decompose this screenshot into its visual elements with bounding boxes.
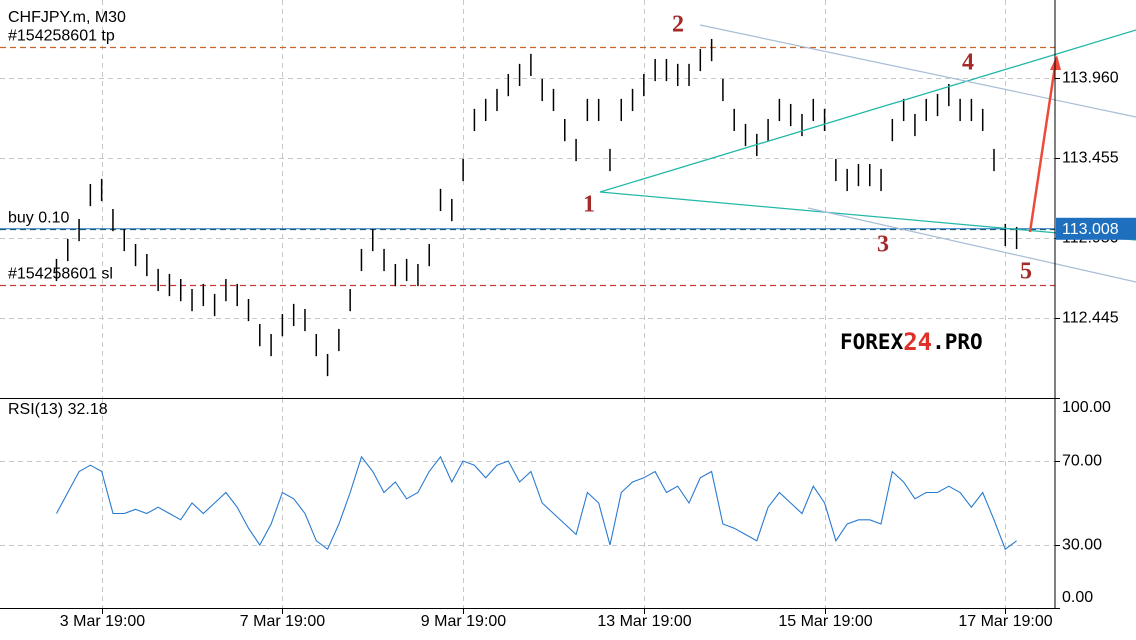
y-tick-label: 113.960 <box>1062 70 1119 87</box>
order-label: buy 0.10 <box>8 210 69 227</box>
wave-label: 5 <box>1020 259 1032 285</box>
wave-label: 4 <box>962 50 974 76</box>
y-tick-label: 70.00 <box>1062 453 1102 470</box>
y-tick-label: 30.00 <box>1062 537 1102 554</box>
grid-layer <box>0 0 1060 614</box>
x-tick-label: 15 Mar 19:00 <box>778 613 872 630</box>
y-tick-label: 100.00 <box>1062 399 1111 416</box>
trend-line <box>599 191 1136 241</box>
marks-layer <box>55 38 1018 551</box>
order-levels <box>0 46 1055 287</box>
watermark: FOREX24.PRO <box>840 328 983 356</box>
indicator-title: RSI(13) 32.18 <box>8 401 108 418</box>
trend-line <box>599 29 1136 193</box>
chart-title: CHFJPY.m, M30 <box>8 9 126 26</box>
y-tick-label: 0.00 <box>1062 589 1093 606</box>
y-tick-label: 113.455 <box>1062 150 1119 167</box>
frame <box>0 0 1056 609</box>
order-label: #154258601 tp <box>8 28 115 45</box>
price-badge-label: 113.008 <box>1062 221 1119 238</box>
wave-label: 2 <box>672 12 684 38</box>
labels-layer: 3 Mar 19:00 7 Mar 19:00 9 Mar 19:00 13 Mar … <box>8 28 1136 630</box>
wave-label: 1 <box>583 192 595 218</box>
x-tick-label: 9 Mar 19:00 <box>421 613 506 630</box>
forecast-arrow <box>1028 65 1057 233</box>
rsi-line <box>56 455 1017 551</box>
channel-line <box>807 207 1136 283</box>
x-tick-label: 7 Mar 19:00 <box>240 613 325 630</box>
x-tick-label: 13 Mar 19:00 <box>597 613 691 630</box>
y-tick-label: 112.445 <box>1062 310 1119 327</box>
channel-line <box>699 24 1136 118</box>
watermark-part: 24 <box>903 328 932 356</box>
x-tick-label: 3 Mar 19:00 <box>60 613 145 630</box>
watermark-part: FOREX <box>840 330 904 354</box>
watermark-part: .PRO <box>932 330 983 354</box>
wave-label: 3 <box>877 232 889 258</box>
x-tick-label: 17 Mar 19:00 <box>958 613 1052 630</box>
trend-lines <box>599 24 1136 283</box>
order-label: #154258601 sl <box>8 266 113 283</box>
price-badge <box>1056 217 1136 240</box>
